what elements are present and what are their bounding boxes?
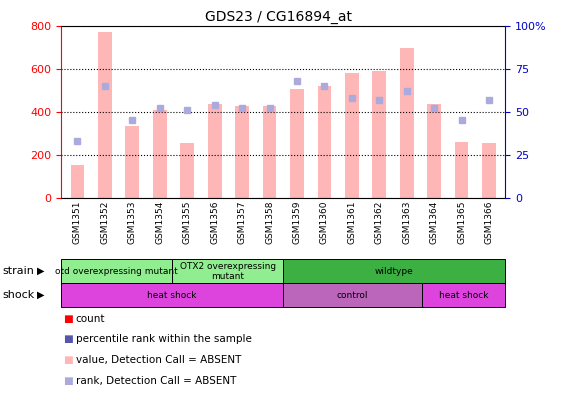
Text: count: count <box>76 314 105 324</box>
Bar <box>180 143 194 198</box>
Text: control: control <box>337 291 368 299</box>
Text: ■: ■ <box>63 375 73 386</box>
Bar <box>98 32 112 198</box>
Text: ■: ■ <box>63 314 73 324</box>
Bar <box>482 143 496 198</box>
Bar <box>455 142 468 198</box>
Bar <box>283 283 422 307</box>
Bar <box>372 71 386 198</box>
Text: heat shock: heat shock <box>439 291 489 299</box>
Bar <box>263 107 277 198</box>
Text: wildtype: wildtype <box>375 267 414 276</box>
Text: heat shock: heat shock <box>148 291 197 299</box>
Text: GDS23 / CG16894_at: GDS23 / CG16894_at <box>205 10 353 24</box>
Text: ■: ■ <box>63 355 73 365</box>
Bar <box>422 283 505 307</box>
Bar <box>208 104 221 198</box>
Bar <box>427 104 441 198</box>
Text: ▶: ▶ <box>37 290 44 300</box>
Text: ■: ■ <box>63 334 73 345</box>
Text: value, Detection Call = ABSENT: value, Detection Call = ABSENT <box>76 355 241 365</box>
Bar <box>172 259 283 283</box>
Bar <box>345 73 358 198</box>
Text: rank, Detection Call = ABSENT: rank, Detection Call = ABSENT <box>76 375 236 386</box>
Bar <box>235 107 249 198</box>
Text: shock: shock <box>3 290 35 300</box>
Text: ▶: ▶ <box>37 266 44 276</box>
Bar <box>71 165 84 198</box>
Bar <box>153 110 167 198</box>
Bar <box>61 283 283 307</box>
Bar <box>283 259 505 283</box>
Bar <box>400 48 414 198</box>
Bar <box>318 86 331 198</box>
Bar <box>290 89 304 198</box>
Text: strain: strain <box>3 266 35 276</box>
Bar <box>125 126 139 198</box>
Text: otd overexpressing mutant: otd overexpressing mutant <box>55 267 178 276</box>
Text: percentile rank within the sample: percentile rank within the sample <box>76 334 252 345</box>
Bar <box>61 259 172 283</box>
Text: OTX2 overexpressing
mutant: OTX2 overexpressing mutant <box>180 262 276 281</box>
